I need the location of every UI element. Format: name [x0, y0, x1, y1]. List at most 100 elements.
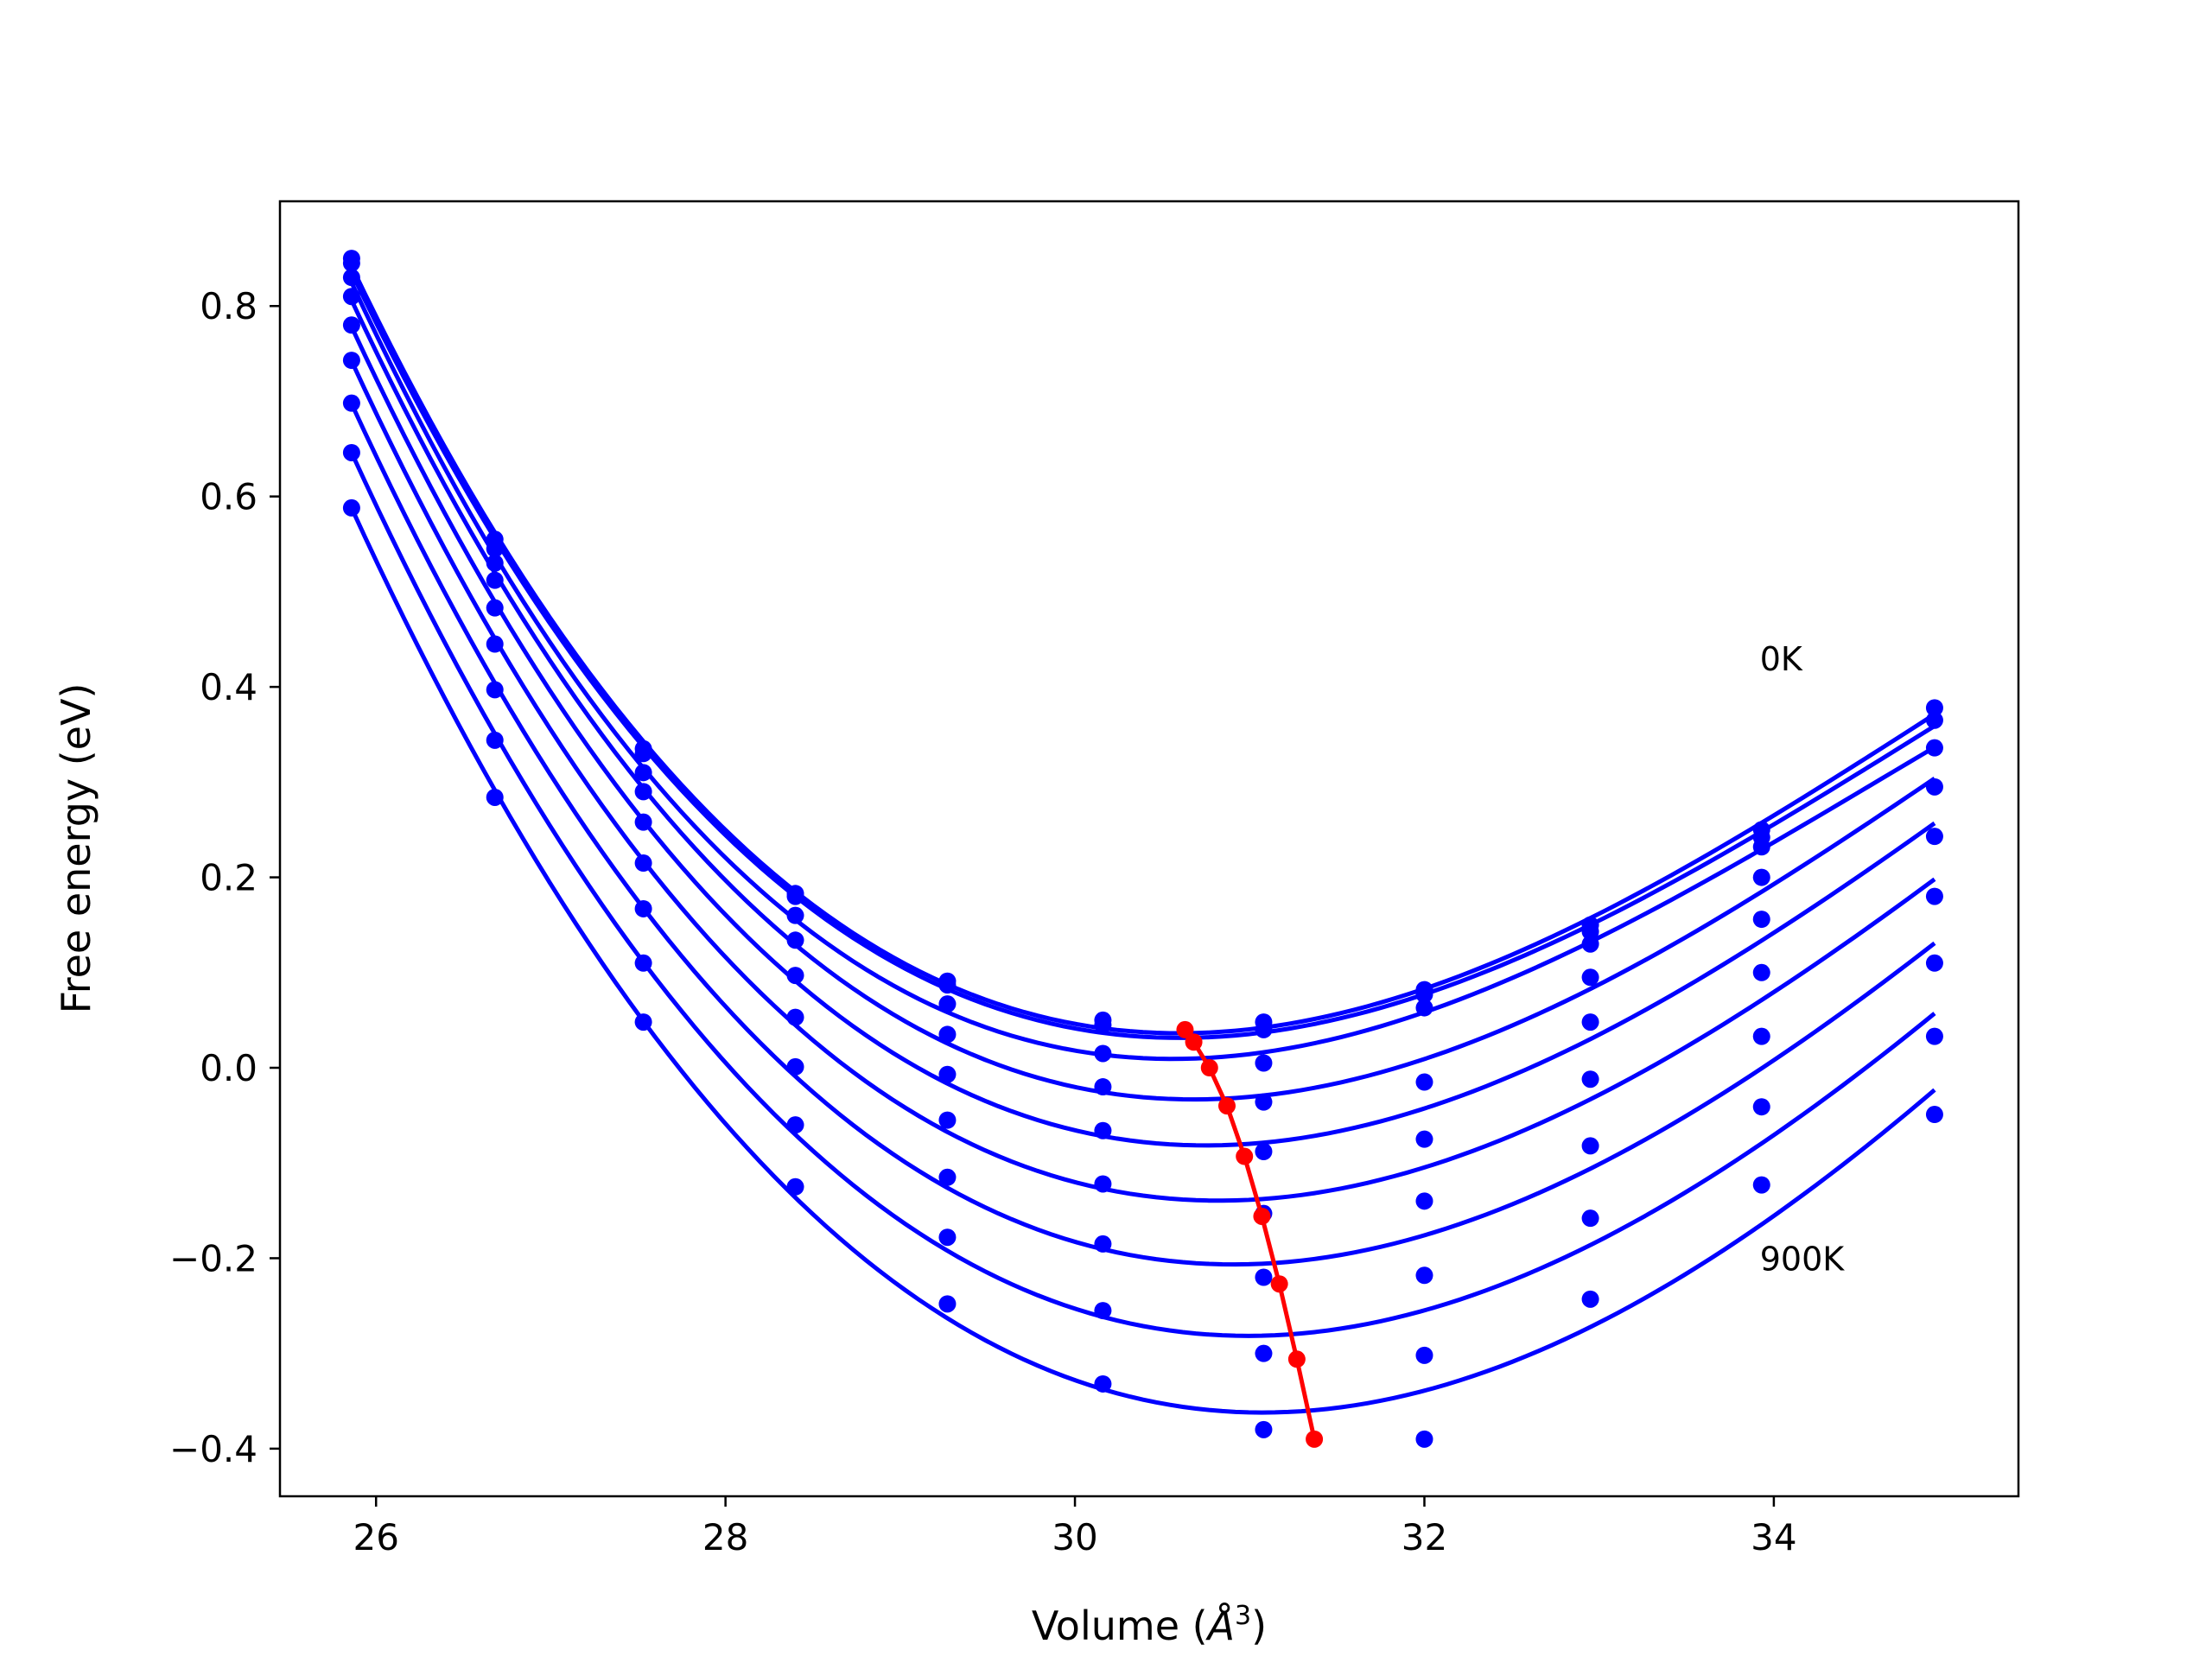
series-7-point-8 [1581, 1209, 1599, 1228]
series-2-point-2 [634, 764, 652, 782]
series-5-point-4 [938, 1111, 957, 1129]
series-6-point-6 [1255, 1268, 1273, 1286]
series-4-point-3 [786, 967, 804, 985]
x-axis-ticks: 26 28 30 32 34 [353, 1496, 1797, 1558]
series-8-point-0 [342, 498, 360, 517]
series-7-point-6 [1255, 1344, 1273, 1362]
series-5-point-2 [634, 854, 652, 873]
series-7-curve [349, 451, 1936, 1338]
series-7-point-5 [1094, 1302, 1112, 1320]
series-3-point-1 [486, 571, 504, 589]
series-2-point-5 [1094, 1044, 1112, 1063]
series-2-point-7 [1415, 999, 1433, 1017]
series-6-point-5 [1094, 1235, 1112, 1253]
series-6-point-8 [1581, 1137, 1599, 1155]
series-4-curve [349, 326, 1936, 1148]
series-3-curve [349, 299, 1936, 1102]
y-tick-label: 0.2 [200, 857, 257, 899]
series-1-point-3 [786, 887, 804, 905]
series-2-point-8 [1581, 935, 1599, 953]
series-1-point-4 [938, 976, 957, 994]
annotation-0: 0K [1760, 640, 1803, 678]
series-2-point-3 [786, 906, 804, 924]
series-5-point-5 [1094, 1175, 1112, 1193]
minimum-path-point-4 [1236, 1147, 1254, 1165]
series-2-point-4 [938, 995, 957, 1013]
series-0-point-10 [1925, 699, 1943, 717]
series-8-point-1 [486, 788, 504, 806]
minimum-path-point-8 [1306, 1430, 1324, 1448]
series-7-point-3 [786, 1116, 804, 1134]
y-axis-ticks: −0.4 −0.2 0.0 0.2 0.4 0.6 0.8 [169, 285, 280, 1470]
x-tick-label: 30 [1052, 1516, 1097, 1558]
series-5-point-3 [786, 1008, 804, 1026]
series-8-point-7 [1415, 1430, 1433, 1448]
series-1-point-5 [1094, 1016, 1112, 1034]
series-7-point-10 [1925, 1027, 1943, 1045]
series-3-point-3 [786, 931, 804, 949]
series-4-point-2 [634, 813, 652, 831]
series-4-point-6 [1255, 1143, 1273, 1161]
minimum-path-point-0 [1176, 1020, 1194, 1038]
series-4-point-9 [1752, 911, 1770, 929]
minimum-path-point-6 [1270, 1275, 1288, 1293]
series-0-curve [349, 264, 1936, 1036]
y-tick-label: 0.4 [200, 666, 257, 708]
series-3-point-9 [1752, 868, 1770, 886]
series-2-point-9 [1752, 838, 1770, 856]
series-4-point-7 [1415, 1130, 1433, 1148]
series-1-curve [349, 271, 1936, 1040]
series-3-point-7 [1415, 1073, 1433, 1091]
minimum-path-point-5 [1253, 1207, 1271, 1225]
series-5-point-10 [1925, 887, 1943, 905]
series-2-curve [349, 282, 1936, 1062]
plot-marks [342, 250, 1943, 1448]
series-7-point-2 [634, 954, 652, 972]
series-1-point-6 [1255, 1020, 1273, 1038]
series-5-point-7 [1415, 1192, 1433, 1210]
series-3-point-2 [634, 783, 652, 801]
series-6-point-4 [938, 1168, 957, 1186]
x-axis-label: Volume (Å3) [1032, 1601, 1267, 1649]
series-8-point-5 [1094, 1374, 1112, 1393]
y-tick-label: 0.0 [200, 1047, 257, 1089]
x-tick-label: 32 [1402, 1516, 1447, 1558]
series-2-point-10 [1925, 739, 1943, 757]
series-6-curve [349, 403, 1936, 1267]
series-6-point-9 [1752, 1027, 1770, 1045]
series-2-point-0 [342, 269, 360, 287]
x-tick-label: 34 [1751, 1516, 1796, 1558]
series-5-curve [349, 359, 1936, 1203]
series-6-point-1 [486, 681, 504, 699]
series-5-point-0 [342, 352, 360, 370]
series-3-point-6 [1255, 1093, 1273, 1111]
series-1-point-10 [1925, 711, 1943, 729]
series-8-point-9 [1752, 1176, 1770, 1194]
series-6-point-10 [1925, 954, 1943, 972]
y-tick-label: −0.4 [169, 1428, 257, 1470]
series-3-point-8 [1581, 968, 1599, 987]
series-7-point-9 [1752, 1098, 1770, 1116]
y-tick-label: 0.6 [200, 476, 257, 518]
series-3-point-5 [1094, 1078, 1112, 1096]
series-5-point-1 [486, 635, 504, 653]
minimum-path-point-2 [1200, 1059, 1218, 1077]
x-tick-label: 26 [353, 1516, 398, 1558]
minimum-path-point-7 [1287, 1350, 1306, 1368]
series-1-point-7 [1415, 986, 1433, 1004]
series-8-point-4 [938, 1295, 957, 1313]
series-5-point-9 [1752, 963, 1770, 981]
series-4-point-5 [1094, 1121, 1112, 1139]
series-1-point-2 [634, 745, 652, 763]
series-4-point-8 [1581, 1013, 1599, 1031]
series-8-curve [349, 507, 1936, 1415]
series-1-point-0 [342, 254, 360, 272]
series-7-point-1 [486, 731, 504, 749]
series-8-point-3 [786, 1177, 804, 1196]
series-6-point-0 [342, 394, 360, 412]
series-4-point-10 [1925, 828, 1943, 846]
y-axis-label: Free energy (eV) [53, 683, 99, 1014]
series-6-point-2 [634, 899, 652, 917]
